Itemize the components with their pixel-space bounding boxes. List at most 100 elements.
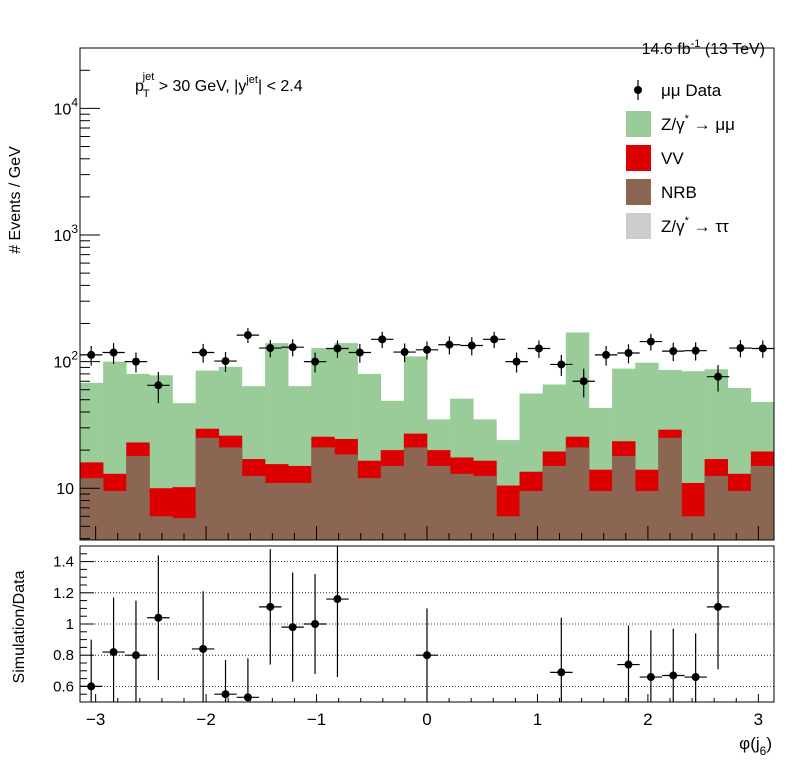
legend: μμ Data Z/γ* → μμ VV NRB Z/γ* → ττ — [626, 80, 735, 239]
ratio-y-tick-label: 0.8 — [53, 647, 74, 664]
bar-nrb-23 — [612, 455, 636, 540]
data-point — [646, 337, 655, 346]
bar-nrb-12 — [357, 478, 382, 540]
ratio-points — [80, 546, 730, 702]
y-axis-title: # Events / GeV — [7, 146, 24, 254]
y-tick-label: 10 — [56, 481, 74, 498]
ratio-point — [624, 660, 633, 669]
ratio-point — [691, 673, 700, 682]
bar-nrb-9 — [288, 482, 312, 540]
x-tick-label: 2 — [643, 710, 652, 729]
bar-nrb-22 — [588, 491, 613, 540]
bar-nrb-7 — [241, 475, 266, 540]
bar-nrb-10 — [311, 447, 335, 540]
bar-nrb-16 — [450, 473, 474, 540]
bar-nrb-5 — [195, 437, 220, 540]
ratio-point — [311, 620, 320, 628]
data-point — [87, 350, 96, 359]
y-tick-label: 103 — [54, 222, 79, 245]
data-point — [602, 350, 611, 359]
axes: 10 102 103 104 −3 −2 −1 0 1 2 3 0.6 0.8 1 1.2 1.4 — [53, 47, 763, 729]
ratio-point — [154, 613, 163, 622]
data-point — [512, 357, 521, 366]
legend-swatch-vv — [626, 145, 651, 171]
ratio-point — [714, 602, 723, 611]
data-point — [669, 347, 678, 356]
legend-swatch-z — [626, 111, 651, 137]
ratio-y-tick-label: 1.4 — [53, 554, 74, 571]
bar-nrb-26 — [681, 516, 705, 540]
y-tick-label: 104 — [54, 95, 79, 118]
lumi-label: 14.6 fb-1 (13 TeV) — [642, 38, 765, 58]
bar-nrb-28 — [727, 491, 752, 540]
ratio-point — [423, 651, 431, 660]
bar-nrb-21 — [565, 447, 590, 540]
data-points — [80, 328, 774, 404]
data-point — [333, 344, 342, 353]
data-point — [579, 377, 588, 386]
data-point — [154, 381, 163, 390]
data-point — [199, 348, 208, 357]
legend-swatch-z — [626, 213, 651, 239]
bar-nrb-0 — [80, 478, 104, 540]
bar-nrb-24 — [635, 491, 659, 540]
y-tick-label: 102 — [54, 349, 79, 372]
data-point — [691, 346, 700, 355]
bar-nrb-13 — [380, 465, 405, 540]
data-point — [534, 344, 543, 353]
data-point — [557, 360, 566, 369]
x-axis-title: φ(j6) — [739, 734, 772, 758]
data-point — [243, 331, 252, 340]
x-tick-label: 3 — [754, 710, 763, 729]
data-point — [131, 357, 140, 366]
data-point — [467, 341, 476, 350]
bar-nrb-14 — [403, 447, 428, 540]
ratio-y-tick-label: 0.6 — [53, 678, 74, 695]
jet-cut-label: pTjet > 30 GeV, |yjet| < 2.4 — [135, 71, 303, 100]
bar-nrb-4 — [172, 518, 196, 540]
bar-nrb-17 — [473, 475, 497, 540]
legend-swatch-nrb — [626, 179, 651, 205]
bar-nrb-1 — [103, 491, 127, 540]
data-point — [221, 357, 230, 366]
data-point — [714, 372, 723, 381]
x-tick-label: 1 — [533, 710, 542, 729]
x-tick-label: −3 — [86, 710, 105, 729]
ratio-point — [288, 623, 297, 632]
legend-label-vv: VV — [661, 149, 684, 168]
bar-nrb-3 — [149, 516, 173, 540]
legend-label-data: μμ Data — [661, 81, 722, 100]
data-point — [311, 357, 320, 366]
data-point — [288, 343, 297, 352]
ratio-point — [557, 668, 566, 677]
data-point — [109, 348, 118, 357]
data-point — [624, 348, 633, 357]
x-tick-label: 0 — [422, 710, 431, 729]
data-point — [378, 335, 387, 344]
ratio-point — [109, 648, 118, 657]
bar-nrb-20 — [542, 465, 567, 540]
bar-nrb-6 — [218, 447, 243, 540]
bar-nrb-19 — [519, 491, 543, 540]
ratio-point — [333, 595, 342, 604]
legend-label-z: Z/γ* → ττ — [661, 215, 729, 236]
bar-nrb-11 — [334, 454, 358, 540]
data-point — [758, 344, 767, 353]
bar-nrb-27 — [704, 475, 729, 540]
data-point — [400, 348, 409, 357]
data-point — [266, 344, 275, 353]
legend-marker-data — [634, 86, 642, 94]
data-point — [355, 348, 364, 357]
legend-label-z: Z/γ* → μμ — [661, 113, 735, 134]
bar-nrb-8 — [265, 482, 289, 540]
bar-nrb-29 — [750, 465, 775, 540]
ratio-point — [131, 651, 140, 660]
data-point — [490, 335, 499, 344]
data-point — [445, 340, 454, 349]
x-tick-label: −1 — [307, 710, 326, 729]
bar-nrb-18 — [496, 516, 520, 540]
ratio-point — [266, 602, 275, 611]
ratio-y-tick-label: 1.2 — [53, 585, 74, 602]
legend-label-nrb: NRB — [661, 183, 697, 202]
